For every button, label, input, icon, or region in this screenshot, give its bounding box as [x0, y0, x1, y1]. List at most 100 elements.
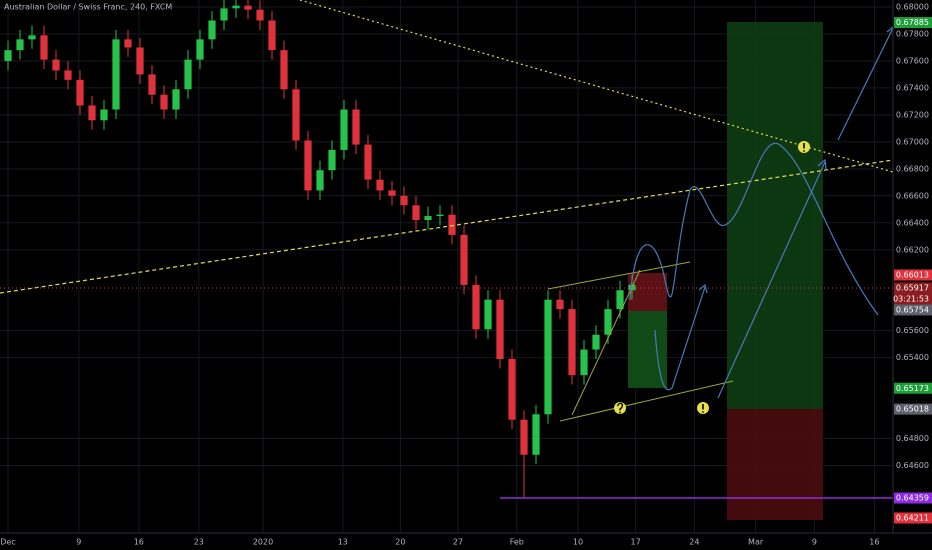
- x-tick-label: 9: [812, 538, 817, 547]
- projection-arrow: [717, 158, 827, 399]
- price-tag-label: 0.65173: [896, 384, 929, 393]
- candle-body: [388, 190, 396, 196]
- price-tag-label: 0.65754: [896, 305, 929, 314]
- candle-body: [436, 214, 444, 217]
- candle-body: [532, 414, 540, 455]
- candle-body: [580, 349, 588, 376]
- channel-line: [547, 261, 691, 290]
- candle-body: [376, 179, 384, 191]
- price-tag: [894, 304, 932, 316]
- candle-body: [556, 299, 564, 310]
- y-tick-label: 0.66200: [896, 245, 929, 254]
- x-tick-label: 10: [573, 538, 583, 547]
- candle-body: [400, 195, 408, 206]
- price-tag: [894, 282, 932, 305]
- projection-arrow: [654, 283, 708, 391]
- candle-body: [148, 74, 156, 95]
- y-tick-label: 0.67200: [896, 110, 929, 119]
- y-tick-label: 0.67400: [896, 83, 929, 92]
- candle-body: [64, 70, 72, 80]
- x-tick-label: 16: [134, 538, 144, 547]
- candle-body: [316, 170, 324, 191]
- y-tick-label: 0.64800: [896, 434, 929, 443]
- candle-body: [460, 234, 468, 285]
- price-tag: [894, 17, 932, 29]
- price-tag-label: 0.65018: [896, 405, 929, 414]
- candle-body: [112, 39, 120, 110]
- y-tick-label: 0.65400: [896, 353, 929, 362]
- stop-zone: [727, 409, 823, 520]
- warning-icon: [697, 402, 709, 414]
- candle-body: [304, 140, 312, 191]
- candle-body: [16, 39, 24, 51]
- candle-body: [616, 290, 624, 310]
- candle-body: [76, 79, 84, 106]
- candles: [4, 0, 636, 498]
- candle-body: [160, 94, 168, 110]
- projection-path: [629, 142, 879, 316]
- x-tick-label: 17: [631, 538, 641, 547]
- candle-body: [4, 50, 12, 61]
- price-tag: [894, 269, 932, 281]
- y-tick-label: 0.67000: [896, 137, 929, 146]
- candle-body: [364, 144, 372, 180]
- candle-body: [268, 20, 276, 51]
- channel-line: [559, 380, 734, 422]
- candle-body: [232, 5, 240, 9]
- candle-body: [472, 284, 480, 330]
- x-tick-label: 23: [194, 538, 204, 547]
- price-tag: [894, 382, 932, 394]
- candle-body: [100, 109, 108, 121]
- warning-icon: [798, 141, 810, 153]
- x-tick-label: Feb: [510, 538, 524, 547]
- candle-body: [292, 89, 300, 141]
- y-tick-label: 0.64600: [896, 461, 929, 470]
- candle-body: [208, 20, 216, 40]
- candle-body: [256, 9, 264, 21]
- candle-body: [52, 59, 60, 71]
- x-tick-label: 20: [395, 538, 405, 547]
- candle-body: [520, 419, 528, 455]
- question-icon: [614, 402, 626, 414]
- price-tag-label: 0.66013: [896, 270, 929, 279]
- target-zone: [727, 22, 823, 409]
- trend-line: [0, 159, 894, 294]
- x-tick-label: 9: [76, 538, 81, 547]
- y-tick-label: 0.67800: [896, 29, 929, 38]
- candle-body: [124, 39, 132, 48]
- candle-body: [220, 8, 228, 21]
- channel-line: [571, 269, 641, 416]
- candle-body: [88, 105, 96, 121]
- candle-body: [340, 109, 348, 150]
- x-tick-label: 27: [453, 538, 463, 547]
- countdown-label: 03:21:53: [893, 294, 929, 303]
- candle-body: [544, 299, 552, 415]
- stop-zone: [628, 273, 667, 311]
- candle-body: [280, 50, 288, 90]
- drawings: [0, 0, 894, 499]
- x-tick-label: Dec: [0, 538, 15, 547]
- candle-body: [484, 299, 492, 330]
- x-tick-label: 24: [689, 538, 699, 547]
- candle-body: [592, 334, 600, 350]
- price-tag-label: 0.67885: [896, 18, 929, 27]
- candle-body: [184, 59, 192, 90]
- candle-body: [40, 35, 48, 60]
- x-tick-label: 2020: [253, 538, 273, 547]
- candle-body: [424, 216, 432, 221]
- price-tag: [894, 492, 932, 504]
- candle-body: [28, 35, 36, 40]
- price-tag: [894, 512, 932, 524]
- y-tick-label: 0.65600: [896, 326, 929, 335]
- y-tick-label: 0.66800: [896, 164, 929, 173]
- price-tag-label: 0.64359: [896, 494, 929, 503]
- candle-body: [136, 47, 144, 75]
- price-tag-label: 0.64211: [896, 513, 929, 522]
- chart-title: Australian Dollar / Swiss Franc, 240, FX…: [4, 3, 172, 12]
- candle-body: [244, 5, 252, 10]
- x-tick-label: 16: [869, 538, 879, 547]
- candle-body: [496, 299, 504, 359]
- candle-body: [448, 214, 456, 235]
